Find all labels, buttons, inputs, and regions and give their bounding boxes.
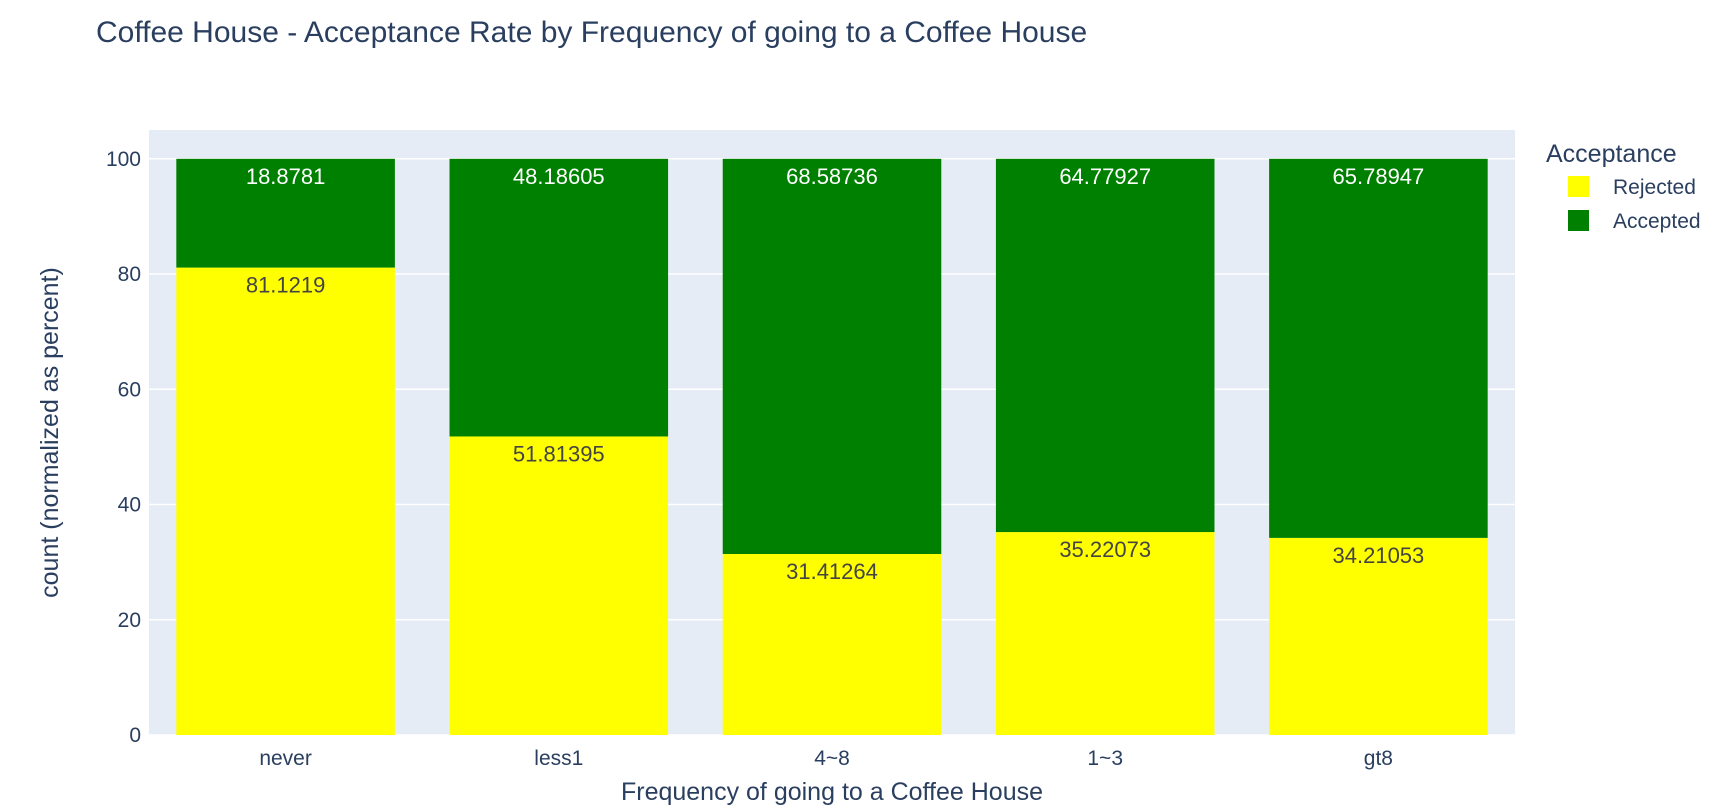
data-label: 51.81395 <box>513 441 605 466</box>
bar-accepted-3[interactable] <box>995 158 1215 533</box>
y-tick-label: 40 <box>118 494 141 517</box>
x-tick-label: 4~8 <box>814 747 850 770</box>
bar-accepted-1[interactable] <box>449 158 669 437</box>
bar-accepted-4[interactable] <box>1269 158 1488 538</box>
y-tick-label: 100 <box>106 148 141 171</box>
x-tick-label: gt8 <box>1364 747 1393 770</box>
legend-swatch <box>1568 176 1589 197</box>
bar-rejected-4[interactable] <box>1269 537 1488 735</box>
legend-title: Acceptance <box>1546 140 1677 168</box>
data-label: 81.1219 <box>246 273 326 298</box>
data-label: 18.8781 <box>246 164 326 189</box>
data-label: 68.58736 <box>786 164 878 189</box>
y-axis-title: count (normalized as percent) <box>36 267 64 598</box>
x-tick-label: 1~3 <box>1087 747 1123 770</box>
legend-item-accepted[interactable]: Accepted <box>1568 210 1701 233</box>
data-label: 65.78947 <box>1333 164 1425 189</box>
x-tick-label: less1 <box>534 747 583 770</box>
data-label: 64.77927 <box>1059 164 1151 189</box>
bar-rejected-2[interactable] <box>722 554 942 735</box>
y-tick-label: 0 <box>129 724 141 747</box>
chart-title: Coffee House - Acceptance Rate by Freque… <box>96 16 1087 49</box>
y-axis-ticks: 0 20 40 60 80 100 <box>106 148 141 747</box>
bar-accepted-2[interactable] <box>722 158 942 555</box>
bars[interactable]: 81.1219 18.8781 51.81395 48.18605 31.41264 68… <box>176 158 1488 735</box>
bar-rejected-3[interactable] <box>995 532 1215 735</box>
legend-swatch <box>1568 210 1589 231</box>
bar-accepted-0[interactable] <box>176 158 395 268</box>
y-tick-label: 80 <box>118 263 141 286</box>
x-axis-ticks: never less1 4~8 1~3 gt8 <box>259 747 1393 770</box>
x-axis-title: Frequency of going to a Coffee House <box>621 778 1043 806</box>
x-tick-label: never <box>259 747 312 770</box>
data-label: 48.18605 <box>513 164 605 189</box>
data-label: 34.21053 <box>1333 543 1425 568</box>
y-tick-label: 60 <box>118 378 141 401</box>
data-label: 35.22073 <box>1059 537 1151 562</box>
y-tick-label: 20 <box>118 609 141 632</box>
data-label: 31.41264 <box>786 559 878 584</box>
bar-rejected-1[interactable] <box>449 436 669 735</box>
bar-rejected-0[interactable] <box>176 267 395 735</box>
legend-item-rejected[interactable]: Rejected <box>1568 176 1696 199</box>
legend[interactable]: Acceptance Rejected Accepted <box>1546 140 1701 233</box>
legend-label: Rejected <box>1613 176 1696 199</box>
legend-label: Accepted <box>1613 210 1701 233</box>
